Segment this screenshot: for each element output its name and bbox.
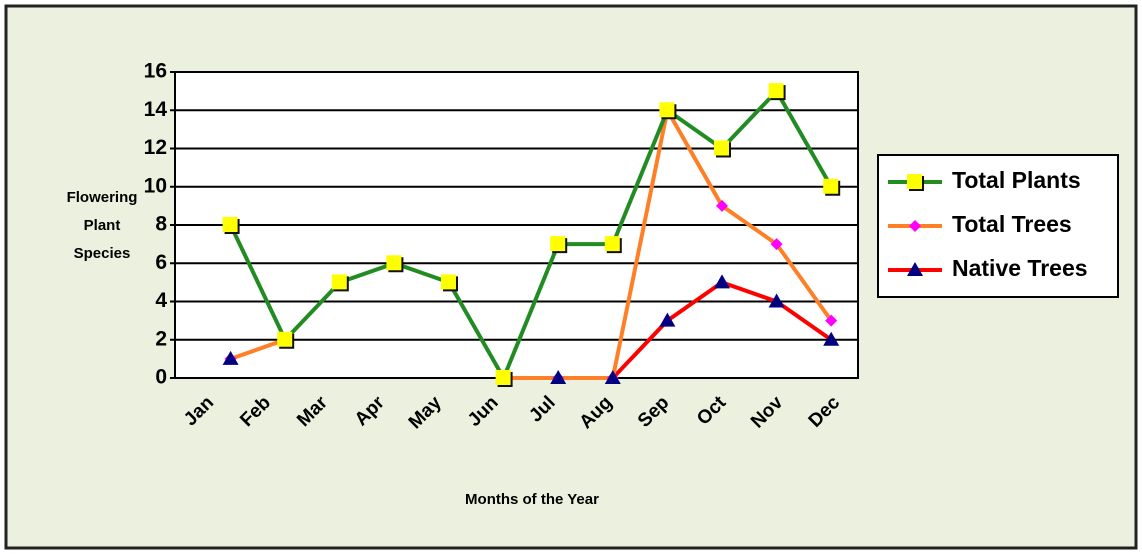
y-tick-label: 0 — [155, 366, 167, 389]
series-line — [228, 89, 833, 380]
legend-label: Total Trees — [952, 211, 1072, 237]
marker — [825, 314, 838, 327]
marker — [716, 199, 728, 212]
marker — [768, 83, 784, 99]
marker — [659, 312, 676, 327]
marker — [604, 236, 620, 252]
y-tick-label: 8 — [155, 213, 167, 236]
marker — [823, 331, 840, 346]
y-axis-label: Flowering Plant Species — [66, 189, 138, 262]
y-tick-label: 2 — [155, 327, 167, 350]
marker — [550, 236, 566, 252]
marker — [441, 274, 456, 290]
marker — [823, 178, 839, 194]
marker — [331, 274, 347, 290]
y-tick-label: 16 — [144, 60, 167, 83]
y-tick-label: 4 — [155, 289, 167, 312]
marker — [659, 102, 675, 118]
marker — [714, 274, 730, 289]
y-tick-label: 6 — [155, 251, 167, 274]
marker — [386, 255, 402, 271]
marker — [277, 331, 293, 347]
marker — [222, 350, 239, 365]
marker — [222, 217, 238, 232]
marker — [604, 370, 621, 384]
marker — [550, 370, 567, 384]
marker — [714, 140, 729, 156]
y-tick-label: 14 — [144, 98, 168, 121]
marker — [495, 370, 511, 385]
legend-label: Total Plants — [952, 167, 1081, 193]
legend-marker — [907, 262, 923, 276]
legend-marker — [909, 220, 921, 232]
x-axis-label: Months of the Year — [465, 491, 599, 508]
legend-marker — [907, 174, 922, 189]
y-tick-label: 10 — [144, 174, 167, 197]
legend-label: Native Trees — [952, 255, 1088, 281]
marker — [768, 293, 785, 308]
marker — [770, 238, 783, 251]
y-tick-label: 12 — [144, 136, 167, 159]
